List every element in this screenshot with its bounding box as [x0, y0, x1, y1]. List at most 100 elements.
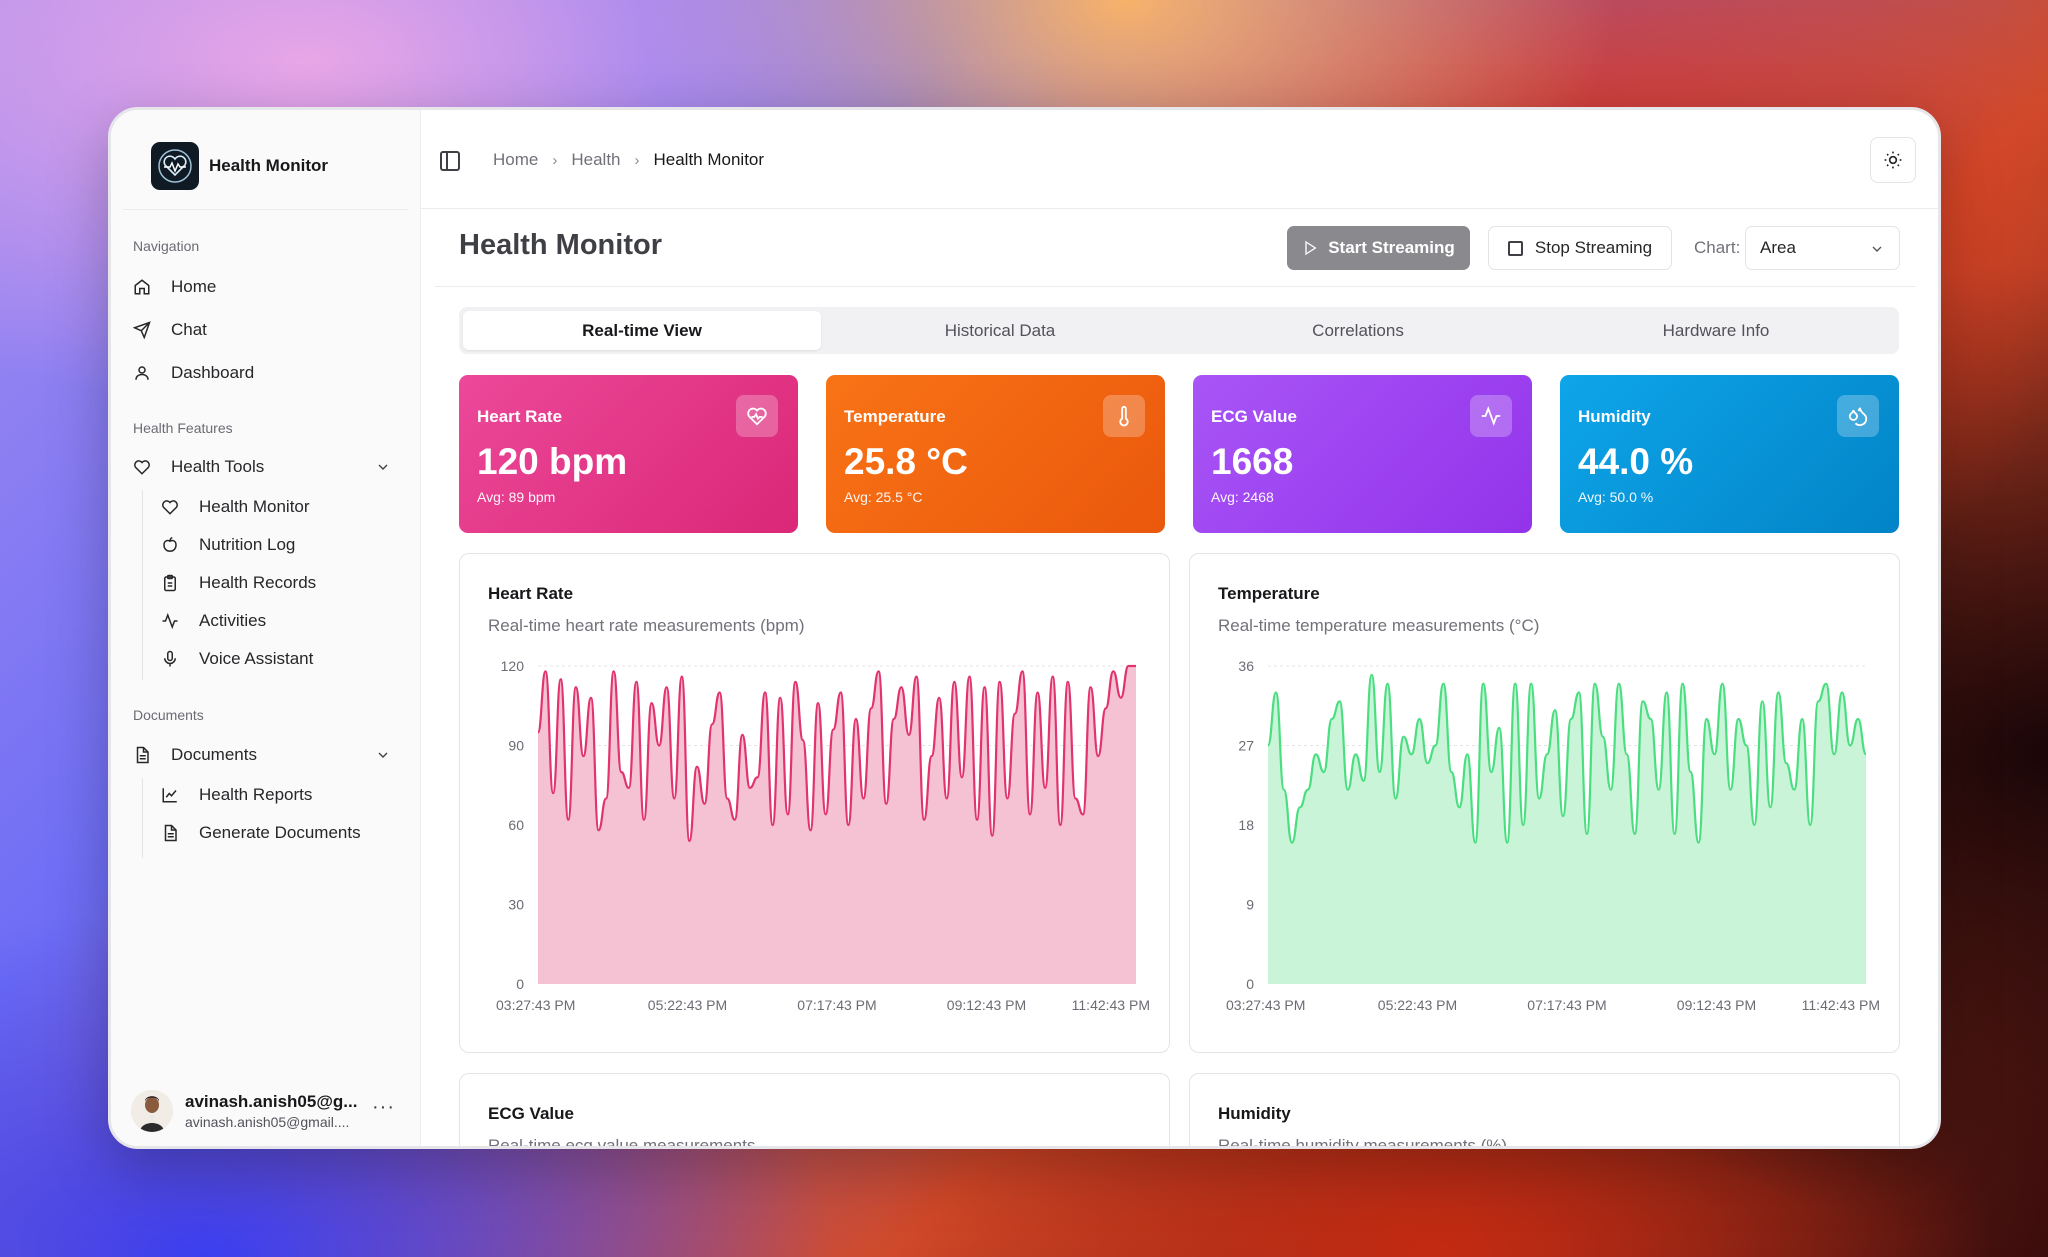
card-average: Avg: 2468 [1211, 489, 1274, 505]
start-streaming-label: Start Streaming [1328, 238, 1455, 257]
avatar [131, 1090, 173, 1132]
sidebar-group-documents[interactable]: Documents [133, 737, 405, 773]
temperature-card: Temperature 25.8 °C Avg: 25.5 °C [826, 375, 1165, 533]
x-tick-label: 05:22:43 PM [648, 997, 727, 1013]
tree-line [142, 490, 143, 680]
y-tick-label: 36 [1238, 658, 1254, 674]
sidebar-group-label: Documents [171, 745, 257, 764]
panel-subtitle: Real-time humidity measurements (%) [1218, 1136, 1508, 1149]
chevron-right-icon: › [552, 151, 558, 169]
panel-subtitle: Real-time ecg value measurements [488, 1136, 756, 1149]
sidebar-item-nutrition-log[interactable]: Nutrition Log [161, 528, 295, 562]
heart-rate-card: Heart Rate 120 bpm Avg: 89 bpm [459, 375, 798, 533]
y-tick-label: 60 [508, 817, 524, 833]
tab-hardware-info[interactable]: Hardware Info [1662, 320, 1770, 340]
stop-streaming-label: Stop Streaming [1534, 238, 1653, 257]
chevron-down-icon [378, 752, 388, 758]
y-tick-label: 9 [1246, 897, 1254, 913]
sidebar-item-label: Health Monitor [199, 497, 310, 516]
ecg-value-card: ECG Value 1668 Avg: 2468 [1193, 375, 1532, 533]
sidebar-item-dashboard[interactable]: Dashboard [133, 355, 405, 391]
chevron-right-icon: › [634, 151, 640, 169]
home-icon [134, 279, 150, 295]
breadcrumb-current: Health Monitor [653, 150, 765, 169]
more-icon[interactable]: ··· [372, 1096, 395, 1118]
thermometer-icon [1103, 395, 1145, 437]
documents-section-label: Documents [133, 707, 204, 723]
sidebar-item-label: Chat [171, 320, 207, 339]
user-icon [135, 366, 149, 380]
chevron-down-icon [378, 464, 388, 470]
card-average: Avg: 89 bpm [477, 489, 556, 505]
apple-icon [163, 536, 177, 552]
chart-type-value: Area [1760, 238, 1796, 257]
heart-rate-chart-panel: Heart Rate Real-time heart rate measurem… [459, 553, 1170, 1053]
sidebar-item-chat[interactable]: Chat [133, 312, 405, 348]
stop-icon [1507, 240, 1523, 256]
sidebar-item-label: Health Records [199, 573, 317, 592]
view-tabs: Real-time View Historical Data Correlati… [459, 307, 1899, 354]
sidebar-group-label: Health Tools [171, 457, 265, 476]
sidebar-item-health-reports[interactable]: Health Reports [161, 778, 312, 812]
x-tick-label: 09:12:43 PM [947, 997, 1026, 1013]
x-tick-label: 07:17:43 PM [1527, 997, 1606, 1013]
sidebar-item-voice-assistant[interactable]: Voice Assistant [161, 642, 313, 676]
card-title: Humidity [1578, 407, 1651, 426]
sidebar-toggle-icon[interactable] [438, 149, 462, 173]
ecg-chart-panel: ECG Value Real-time ecg value measuremen… [459, 1073, 1170, 1149]
tab-historical-data[interactable]: Historical Data [944, 320, 1056, 340]
tab-correlations[interactable]: Correlations [1312, 320, 1404, 340]
file-text-icon [136, 746, 149, 764]
tab-real-time-view[interactable]: Real-time View [463, 311, 821, 350]
sidebar-item-label: Generate Documents [199, 823, 361, 842]
sidebar-item-health-monitor[interactable]: Health Monitor [161, 490, 310, 524]
series-line [536, 664, 1136, 843]
humidity-chart-panel: Humidity Real-time humidity measurements… [1189, 1073, 1900, 1149]
x-tick-label: 11:42:43 PM [1072, 997, 1150, 1013]
y-tick-label: 90 [508, 738, 524, 754]
chart-type-select[interactable]: Area [1745, 226, 1900, 270]
sidebar-item-label: Health Reports [199, 785, 313, 804]
sidebar-item-health-records[interactable]: Health Records [161, 566, 316, 600]
sidebar-item-label: Dashboard [171, 363, 255, 382]
y-tick-label: 18 [1238, 817, 1254, 833]
file-text-icon [164, 824, 177, 842]
x-tick-label: 03:27:43 PM [1226, 997, 1305, 1013]
sidebar-item-label: Home [171, 277, 217, 296]
sidebar-item-activities[interactable]: Activities [161, 604, 266, 638]
panel-title: ECG Value [488, 1104, 574, 1123]
y-tick-label: 120 [501, 658, 525, 674]
droplets-icon [1837, 395, 1879, 437]
sidebar: Health Monitor Navigation Home Chat Dash… [111, 110, 421, 1146]
user-menu[interactable]: avinash.anish05@g... avinash.anish05@gma… [131, 1090, 411, 1132]
sidebar-item-label: Voice Assistant [199, 649, 314, 668]
card-title: ECG Value [1211, 407, 1297, 426]
divider [123, 209, 408, 210]
card-title: Heart Rate [477, 407, 563, 426]
stop-streaming-button[interactable]: Stop Streaming [1488, 226, 1672, 270]
start-streaming-button[interactable]: Start Streaming [1287, 226, 1470, 270]
app-name: Health Monitor [209, 156, 328, 175]
breadcrumb-health[interactable]: Health [571, 150, 621, 169]
breadcrumb: Home › Health › Health Monitor [493, 150, 764, 170]
series-area [538, 666, 1136, 984]
sidebar-item-generate-documents[interactable]: Generate Documents [161, 816, 361, 850]
theme-toggle-button[interactable] [1870, 137, 1916, 183]
sidebar-item-home[interactable]: Home [133, 269, 405, 305]
user-name: avinash.anish05@g... [185, 1092, 358, 1111]
nav-section-label: Navigation [133, 238, 200, 254]
topbar: Home › Health › Health Monitor [421, 110, 1938, 209]
card-value: 44.0 % [1578, 441, 1694, 482]
brand[interactable]: Health Monitor [151, 142, 328, 190]
sidebar-group-health-tools[interactable]: Health Tools [133, 449, 405, 485]
temperature-chart-panel: Temperature Real-time temperature measur… [1189, 553, 1900, 1053]
page-title: Health Monitor [459, 229, 662, 261]
x-tick-label: 05:22:43 PM [1378, 997, 1457, 1013]
x-tick-label: 11:42:43 PM [1802, 997, 1880, 1013]
humidity-card: Humidity 44.0 % Avg: 50.0 % [1560, 375, 1899, 533]
panel-subtitle: Real-time temperature measurements (°C) [1218, 616, 1540, 635]
breadcrumb-home[interactable]: Home [493, 150, 539, 169]
divider [435, 286, 1916, 287]
main-content: Home › Health › Health Monitor Health Mo… [421, 110, 1938, 1146]
panel-title: Temperature [1218, 584, 1320, 603]
